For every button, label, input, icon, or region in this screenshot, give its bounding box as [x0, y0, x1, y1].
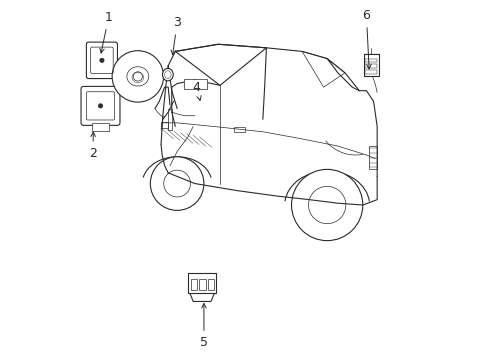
Circle shape [112, 51, 164, 102]
FancyBboxPatch shape [81, 86, 120, 125]
Circle shape [100, 58, 104, 63]
Circle shape [164, 170, 191, 197]
Ellipse shape [163, 68, 173, 81]
Bar [208, 279, 214, 290]
Text: 2: 2 [89, 132, 97, 160]
Circle shape [150, 157, 204, 210]
Circle shape [292, 169, 363, 240]
Bar [184, 79, 207, 89]
FancyBboxPatch shape [86, 42, 118, 78]
Bar [366, 70, 377, 73]
Bar [366, 59, 377, 62]
Bar [188, 273, 217, 293]
Ellipse shape [127, 67, 149, 86]
Bar [366, 64, 377, 68]
Bar [191, 279, 197, 290]
Text: 3: 3 [171, 16, 181, 55]
Bar [161, 122, 168, 128]
Circle shape [98, 104, 102, 108]
Circle shape [309, 186, 346, 224]
Bar [234, 127, 245, 132]
Text: 5: 5 [200, 303, 208, 349]
Circle shape [133, 72, 143, 81]
Polygon shape [190, 293, 215, 301]
Bar [364, 54, 379, 76]
Text: 4: 4 [193, 81, 201, 100]
Bar [369, 146, 377, 169]
Bar [199, 279, 206, 290]
Bar [92, 123, 109, 131]
Text: 6: 6 [363, 9, 371, 69]
Text: 1: 1 [100, 11, 113, 53]
